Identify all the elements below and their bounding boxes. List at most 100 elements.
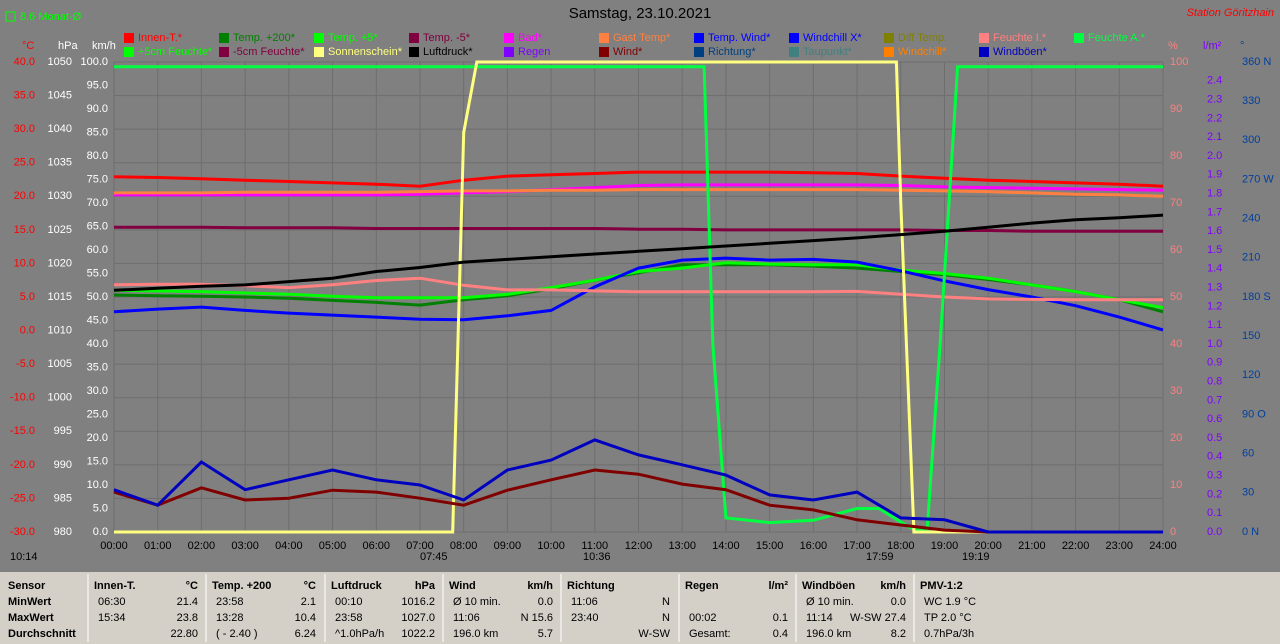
cell: 23:40 (571, 612, 599, 624)
y-tick-label: 50 (1170, 291, 1182, 303)
station: Station Göritzhain (1187, 7, 1274, 19)
y-tick-label: -15.0 (10, 425, 35, 437)
cell: 00:02 (689, 612, 717, 624)
cell: ^1.0hPa/h (335, 628, 384, 640)
legend-swatch (219, 33, 229, 43)
y-tick-label: 0.4 (1207, 451, 1222, 463)
y-tick-label: 20 (1170, 432, 1182, 444)
y-tick-label: 0.5 (1207, 432, 1222, 444)
legend-swatch (884, 47, 894, 57)
legend-swatch (1074, 33, 1084, 43)
legend-label: Luftdruck* (423, 46, 473, 58)
y-tick-label: 1030 (48, 190, 72, 202)
y-tick-label: 90 (1170, 103, 1182, 115)
y-tick-label: 40.0 (87, 338, 108, 350)
legend-swatch (979, 47, 989, 57)
cell: 196.0 km (453, 628, 498, 640)
legend-swatch (314, 47, 324, 57)
x-tick-label: 05:00 (319, 540, 347, 552)
y-tick-label: 60.0 (87, 244, 108, 256)
legend-swatch (979, 33, 989, 43)
axis-unit: hPa (58, 40, 78, 52)
x-tick-label: 12:00 (625, 540, 653, 552)
y-tick-label: 2.1 (1207, 131, 1222, 143)
legend-swatch (884, 33, 894, 43)
y-tick-label: 210 (1242, 252, 1260, 264)
series-line (114, 183, 1164, 197)
y-tick-label: 95.0 (87, 79, 108, 91)
time-marker: 10:14 (10, 551, 38, 563)
y-tick-label: 120 (1242, 369, 1260, 381)
y-tick-label: 50.0 (87, 291, 108, 303)
legend-label: Windböen* (993, 46, 1048, 58)
x-tick-label: 07:00 (406, 540, 434, 552)
cell-value: 23.8 (177, 612, 198, 624)
y-tick-label: 1.0 (1207, 338, 1222, 350)
y-tick-label: 1.2 (1207, 300, 1222, 312)
axis-unit: °C (22, 40, 34, 52)
x-tick-label: 08:00 (450, 540, 478, 552)
cell: 11:14 (806, 612, 833, 624)
y-tick-label: 40.0 (14, 56, 35, 68)
y-tick-label: 0.0 (20, 324, 35, 336)
cell: WC 1.9 °C (924, 596, 976, 608)
series-line (113, 213, 1164, 292)
y-tick-label: 20.0 (14, 190, 35, 202)
y-tick-label: 0 N (1242, 526, 1259, 538)
cell: 06:30 (98, 596, 126, 608)
cell: Ø 10 min. (453, 596, 501, 608)
legend-swatch (504, 47, 514, 57)
y-tick-label: 40 (1170, 338, 1182, 350)
legend-label: Bad* (518, 32, 543, 44)
time-marker: 07:45 (420, 551, 448, 563)
legend-label: +5cm Feuchte* (138, 46, 213, 58)
y-tick-label: 85.0 (87, 126, 108, 138)
y-tick-label: 0.7 (1207, 394, 1222, 406)
legend-swatch (599, 47, 609, 57)
column-unit: °C (186, 580, 198, 592)
y-tick-label: 1010 (48, 324, 72, 336)
cell: 23:58 (335, 612, 363, 624)
legend-label: Diff Temp. (898, 32, 947, 44)
y-tick-label: 0.2 (1207, 488, 1222, 500)
y-tick-label: 1.5 (1207, 244, 1222, 256)
cell-value: 6.24 (295, 628, 316, 640)
cell-value: 10.4 (295, 612, 316, 624)
cell-value: 5.7 (538, 628, 553, 640)
series-line (113, 261, 1164, 310)
y-tick-label: 2.4 (1207, 75, 1222, 87)
y-tick-label: 15.0 (14, 224, 35, 236)
column-title: Luftdruck (331, 580, 383, 592)
y-tick-label: 30 (1170, 385, 1182, 397)
legend-label: Sonnenschein* (328, 46, 403, 58)
y-tick-label: 270 W (1242, 173, 1274, 185)
y-tick-label: 1050 (48, 56, 72, 68)
column-title: Wind (449, 580, 476, 592)
y-tick-label: 980 (54, 526, 72, 538)
legend-swatch (314, 33, 324, 43)
cell-value: 1016.2 (401, 596, 435, 608)
y-tick-label: 1.3 (1207, 282, 1222, 294)
y-tick-label: 65.0 (87, 220, 108, 232)
x-tick-label: 20:00 (974, 540, 1002, 552)
x-tick-label: 22:00 (1062, 540, 1090, 552)
column-title: PMV-1:2 (920, 580, 963, 592)
y-tick-label: 30.0 (14, 123, 35, 135)
column-title: Regen (685, 580, 719, 592)
y-tick-label: 1.7 (1207, 206, 1222, 218)
y-tick-label: 70.0 (87, 197, 108, 209)
legend-swatch (694, 33, 704, 43)
column-title: Innen-T. (94, 580, 136, 592)
legend-swatch (789, 47, 799, 57)
column-unit: °C (304, 580, 316, 592)
chart: 8.6 Monat-Ø Samstag, 23.10.2021 Station … (5, 4, 1275, 563)
time-marker: 19:19 (962, 551, 990, 563)
y-tick-label: 100 (1170, 56, 1188, 68)
y-tick-label: 1040 (48, 123, 72, 135)
column-unit: km/h (880, 580, 906, 592)
y-tick-label: 1.8 (1207, 188, 1222, 200)
y-tick-label: 90 O (1242, 408, 1266, 420)
x-tick-label: 13:00 (668, 540, 696, 552)
column-title: Temp. +200 (212, 580, 271, 592)
y-tick-label: 1.4 (1207, 263, 1222, 275)
